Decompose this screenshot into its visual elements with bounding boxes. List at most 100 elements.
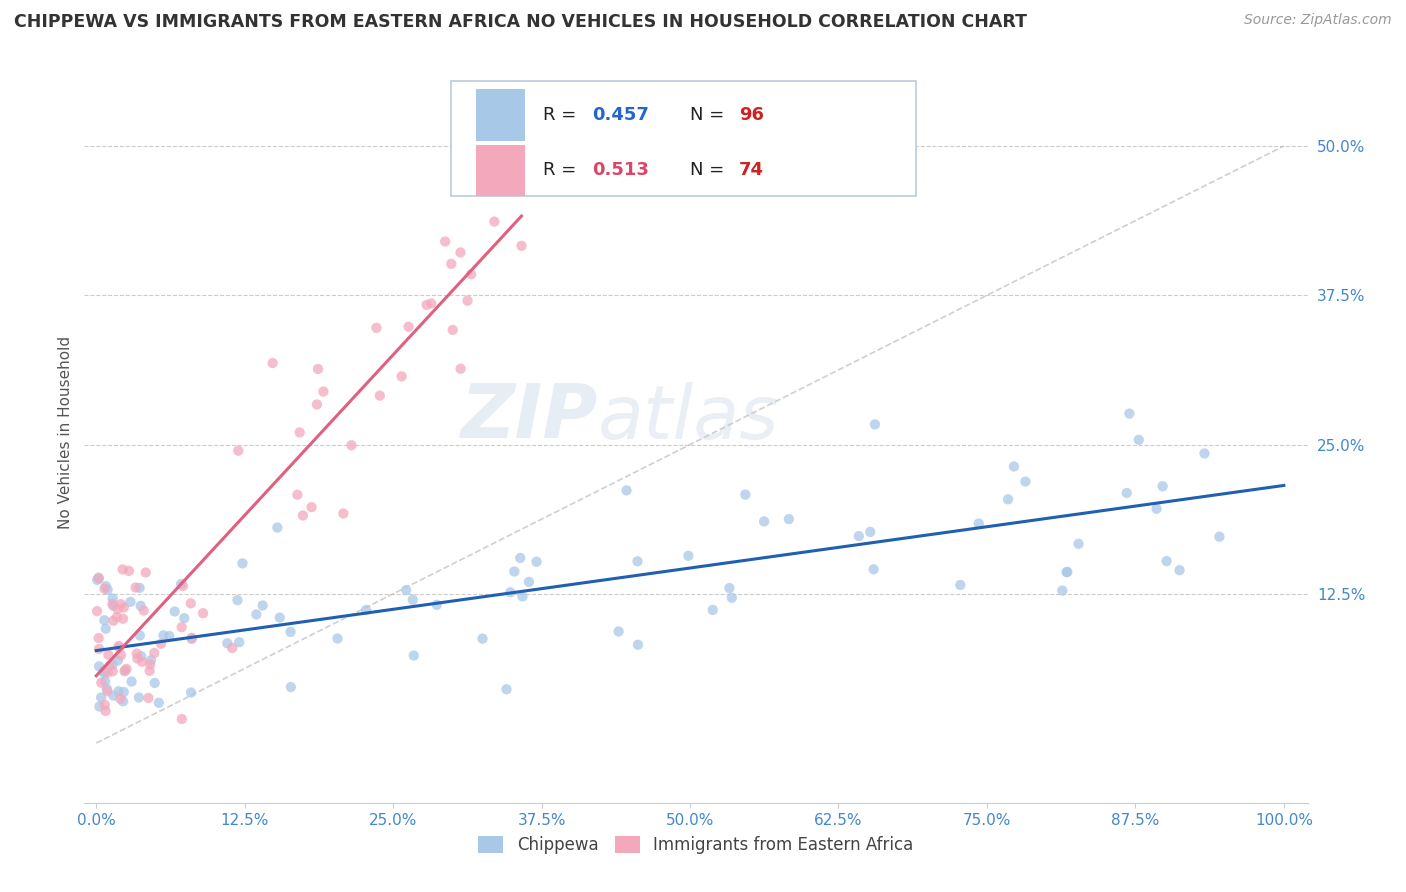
Point (226, 443, 249, 458)
Point (262, 356, 284, 370)
Point (368, 389, 391, 403)
Point (280, 624, 302, 639)
Point (180, 685, 202, 699)
Point (107, 684, 129, 698)
Point (678, 549, 700, 563)
Text: N =: N = (690, 161, 730, 179)
Point (191, 606, 214, 620)
Point (170, 577, 193, 591)
Point (967, 516, 990, 531)
Point (128, 628, 150, 642)
Point (1208, 530, 1230, 544)
Point (398, 319, 420, 334)
Point (1052, 583, 1074, 598)
Point (460, 267, 482, 281)
Point (94, 579, 117, 593)
Point (180, 632, 202, 646)
Point (1156, 554, 1178, 568)
Point (150, 637, 173, 651)
Text: N =: N = (690, 106, 730, 124)
Point (426, 598, 449, 612)
Point (266, 520, 288, 534)
Point (252, 599, 274, 613)
Point (734, 487, 756, 501)
Point (451, 162, 474, 177)
Point (450, 361, 472, 376)
Point (949, 578, 972, 592)
Point (180, 631, 202, 645)
Point (627, 638, 650, 652)
Point (778, 512, 800, 526)
Point (288, 425, 311, 440)
Point (269, 610, 291, 624)
Point (93, 582, 115, 596)
Text: ZIP: ZIP (461, 381, 598, 454)
Text: 0.513: 0.513 (592, 161, 650, 179)
Point (718, 581, 741, 595)
Point (307, 362, 329, 376)
Point (107, 653, 129, 667)
Point (129, 599, 152, 613)
Point (217, 636, 239, 650)
Point (163, 605, 186, 619)
Point (997, 492, 1019, 507)
FancyBboxPatch shape (475, 145, 524, 196)
Point (103, 689, 125, 703)
Point (1014, 475, 1036, 489)
Point (395, 583, 418, 598)
Text: 0.457: 0.457 (592, 106, 650, 124)
Point (1146, 501, 1168, 516)
Point (457, 293, 479, 308)
Point (94, 674, 117, 689)
Point (94, 704, 117, 718)
Point (170, 712, 193, 726)
Point (471, 632, 494, 646)
Point (616, 483, 638, 498)
Point (107, 639, 129, 653)
Point (138, 664, 160, 678)
Point (512, 590, 534, 604)
Point (96, 684, 118, 698)
Point (152, 628, 174, 642)
Point (97, 648, 120, 662)
Point (93, 613, 115, 627)
Point (180, 596, 202, 610)
Point (859, 524, 882, 539)
Point (484, 214, 506, 228)
Point (87, 572, 110, 586)
Point (112, 612, 135, 626)
Point (170, 620, 193, 634)
Point (128, 690, 150, 705)
Point (129, 649, 152, 664)
Text: 96: 96 (738, 106, 763, 124)
Point (1168, 563, 1191, 577)
Point (173, 611, 195, 625)
Point (101, 657, 124, 672)
Point (114, 664, 136, 678)
Point (228, 635, 250, 649)
Point (89, 699, 111, 714)
Point (752, 515, 775, 529)
Point (526, 555, 548, 569)
Point (111, 562, 134, 576)
Point (124, 581, 146, 595)
Legend: Chippewa, Immigrants from Eastern Africa: Chippewa, Immigrants from Eastern Africa (471, 830, 921, 861)
Point (138, 690, 160, 705)
Point (86, 573, 108, 587)
Point (626, 554, 648, 568)
Point (98, 659, 121, 673)
Point (510, 239, 533, 253)
Point (245, 607, 267, 622)
Point (702, 603, 724, 617)
Point (391, 369, 413, 384)
Point (115, 662, 138, 676)
Point (503, 565, 526, 579)
Point (132, 603, 155, 617)
Point (509, 551, 531, 566)
Point (97, 582, 120, 597)
Point (1067, 537, 1090, 551)
Point (1118, 407, 1140, 421)
Point (127, 651, 149, 665)
Point (143, 676, 166, 690)
Point (301, 500, 323, 515)
